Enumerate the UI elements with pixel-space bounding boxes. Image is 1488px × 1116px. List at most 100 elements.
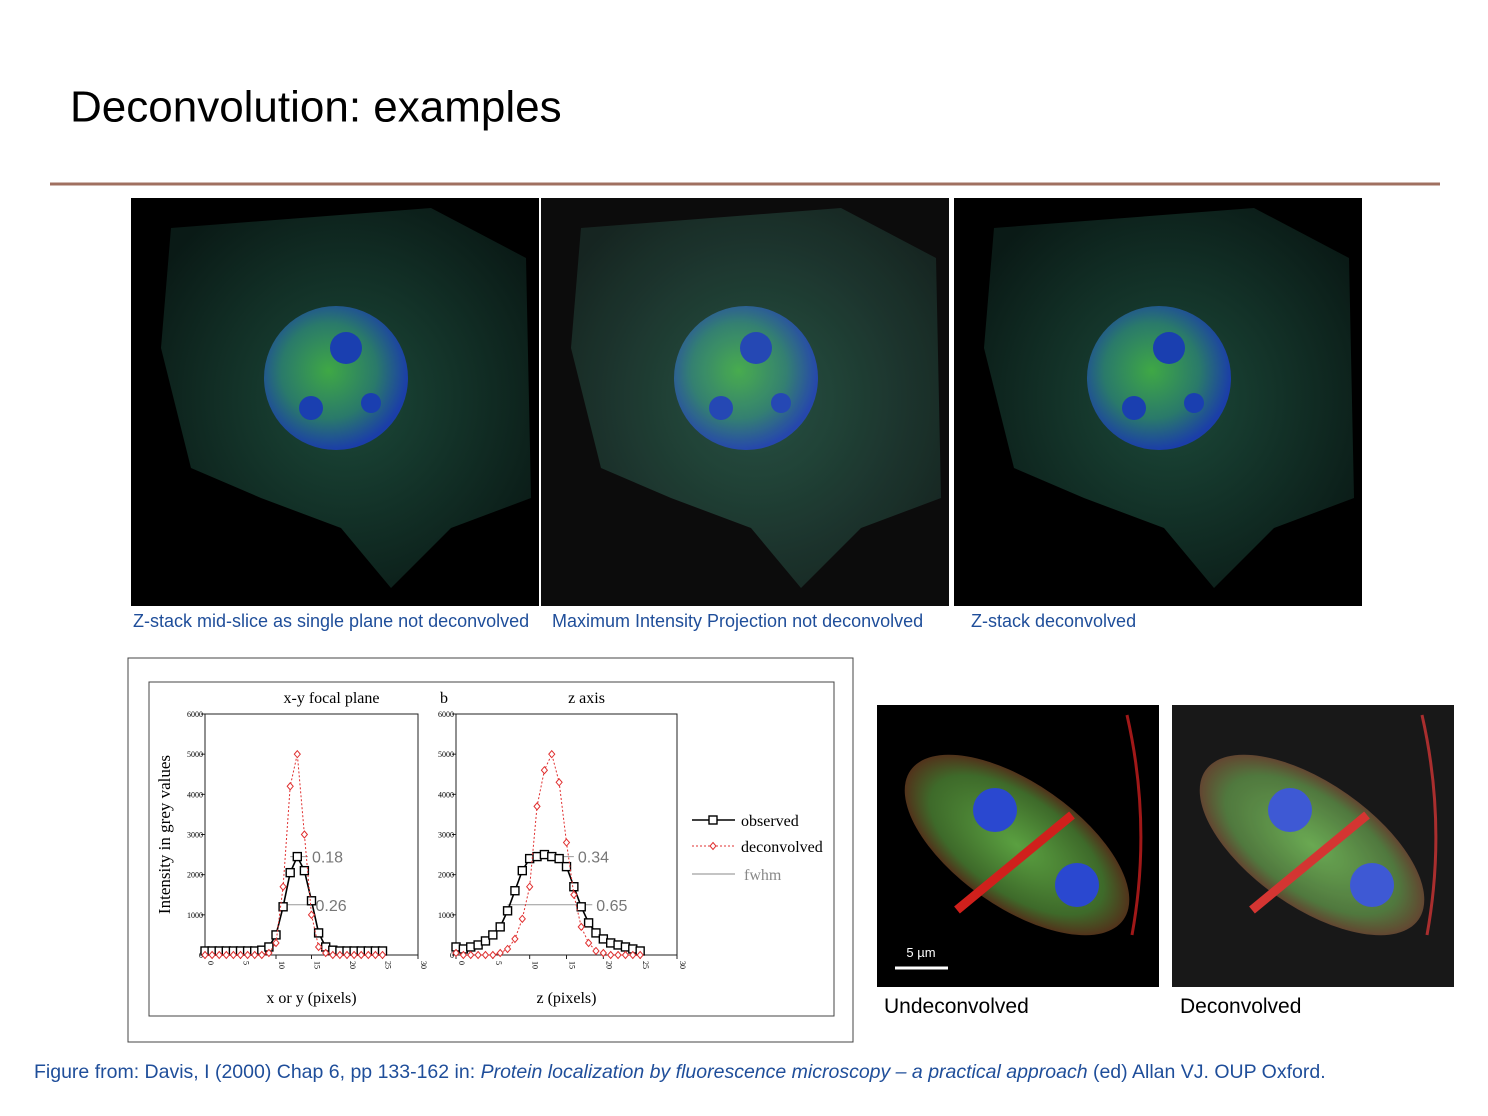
fwhm-label: 0.65 — [596, 898, 627, 915]
x-axis-label: x or y (pixels) — [266, 990, 356, 1007]
image-caption: Z-stack mid-slice as single plane not de… — [133, 611, 529, 631]
marker — [292, 851, 302, 862]
marker — [300, 830, 309, 839]
marker — [208, 950, 216, 960]
marker — [489, 950, 497, 960]
marker — [510, 886, 520, 896]
marker — [278, 902, 288, 912]
marker — [591, 928, 601, 938]
marker — [474, 950, 482, 960]
marker — [503, 944, 512, 954]
marker — [279, 882, 287, 891]
marker — [570, 890, 578, 900]
marker — [229, 950, 238, 960]
x-tick-label: 30 — [678, 961, 687, 969]
marker — [621, 950, 630, 960]
marker — [364, 950, 372, 960]
y-tick-label: 6000 — [187, 710, 203, 719]
y-tick-label: 2000 — [438, 871, 454, 880]
y-tick-label: 4000 — [438, 790, 454, 799]
marker — [614, 950, 622, 960]
marker — [251, 950, 259, 960]
marker — [293, 749, 301, 759]
x-tick-label: 25 — [384, 961, 393, 969]
figure-frame — [127, 657, 854, 1043]
legend-label: deconvolved — [741, 839, 823, 856]
marker — [561, 861, 572, 872]
marker — [343, 950, 351, 960]
x-tick-label: 30 — [419, 961, 428, 969]
citation: Figure from: Davis, I (2000) Chap 6, pp … — [34, 1061, 1326, 1083]
x-tick-label: 10 — [277, 961, 286, 969]
x-tick-label: 10 — [531, 961, 540, 969]
citation-book: Protein localization by fluorescence mic… — [481, 1061, 1088, 1083]
y-axis-label: Intensity in grey values — [155, 755, 174, 914]
marker — [592, 946, 600, 956]
marker — [314, 942, 323, 952]
panel-title: x-y focal plane — [284, 690, 380, 707]
marker — [583, 918, 594, 928]
marker — [299, 865, 310, 876]
image-caption: Z-stack deconvolved — [971, 611, 1136, 631]
marker — [629, 950, 637, 960]
marker — [577, 922, 585, 932]
marker — [215, 950, 223, 960]
fwhm-label: 0.18 — [312, 850, 343, 867]
marker — [555, 778, 563, 787]
x-tick-label: 25 — [641, 961, 650, 969]
legend-label: fwhm — [744, 867, 782, 884]
marker — [480, 936, 491, 946]
x-tick-label: 20 — [604, 961, 613, 969]
figure-inner-frame — [148, 681, 835, 1017]
fwhm-label: 0.26 — [316, 898, 347, 915]
image-caption: Deconvolved — [1180, 995, 1301, 1018]
marker — [286, 782, 294, 791]
x-axis-label: z (pixels) — [537, 990, 597, 1007]
marker — [236, 950, 245, 960]
marker — [258, 950, 266, 960]
marker — [336, 950, 344, 960]
citation-text: Figure from: Davis, I (2000) Chap 6, pp … — [34, 1061, 481, 1083]
x-tick-label: 15 — [568, 961, 577, 969]
marker — [285, 867, 295, 878]
y-tick-label: 6000 — [438, 710, 454, 719]
panel-label: b — [440, 690, 448, 707]
marker — [502, 906, 513, 916]
profile-chart: 0 1000 2000 3000 4000 5000 6000 0 5 10 15 20 25 30 x-y… — [155, 690, 823, 1007]
marker — [322, 948, 330, 958]
y-tick-label: 3000 — [187, 831, 203, 840]
marker — [511, 934, 519, 944]
marker — [378, 950, 387, 960]
marker — [357, 950, 365, 960]
marker — [517, 865, 527, 876]
y-tick-label: 0 — [450, 951, 454, 960]
marker — [329, 950, 337, 960]
marker — [313, 928, 324, 938]
microscopy-image — [954, 198, 1362, 606]
legend-label: observed — [741, 813, 799, 830]
y-tick-label: 3000 — [438, 831, 454, 840]
marker — [243, 950, 252, 960]
marker — [271, 930, 281, 940]
fwhm-label: 0.34 — [578, 850, 609, 867]
marker — [569, 882, 579, 892]
marker — [265, 948, 273, 958]
citation-text: (ed) Allan VJ. OUP Oxford. — [1088, 1061, 1326, 1083]
y-tick-label: 1000 — [438, 911, 454, 920]
x-tick-label: 15 — [313, 961, 322, 969]
marker — [371, 950, 380, 960]
microscopy-image — [541, 198, 949, 606]
marker — [272, 938, 280, 948]
marker — [709, 841, 717, 851]
slide-title: Deconvolution: examples — [70, 83, 562, 132]
x-tick-label: 5 — [494, 961, 503, 965]
scale-bar-label: 5 µm — [906, 945, 935, 960]
x-tick-label: 5 — [242, 961, 251, 965]
marker — [481, 950, 490, 960]
marker — [533, 802, 541, 811]
marker — [467, 950, 475, 960]
marker — [306, 896, 317, 906]
y-tick-label: 1000 — [187, 911, 203, 920]
